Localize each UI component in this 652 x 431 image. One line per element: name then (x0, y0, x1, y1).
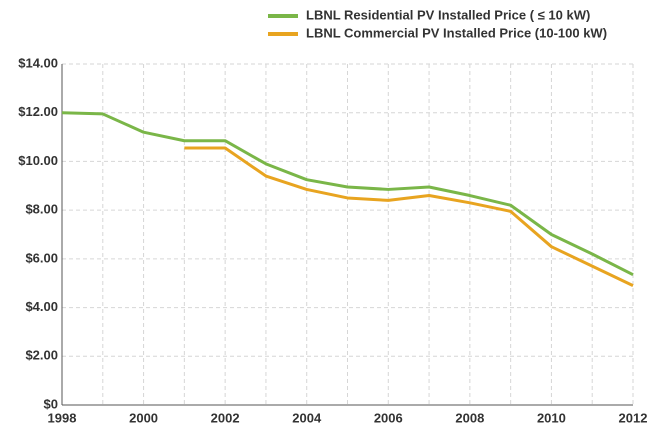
x-tick-label: 2010 (537, 410, 566, 425)
x-tick-label: 2006 (374, 410, 403, 425)
x-tick-label: 2012 (619, 410, 648, 425)
y-tick-label: $10.00 (18, 153, 58, 168)
x-tick-label: 2002 (211, 410, 240, 425)
y-tick-label: $14.00 (18, 55, 58, 70)
y-tick-label: $0 (44, 396, 58, 411)
legend-label: LBNL Residential PV Installed Price ( ≤ … (306, 7, 590, 22)
y-tick-label: $2.00 (25, 348, 58, 363)
x-tick-label: 1998 (48, 410, 77, 425)
x-tick-label: 2000 (129, 410, 158, 425)
x-tick-label: 2008 (455, 410, 484, 425)
y-tick-label: $8.00 (25, 202, 58, 217)
y-tick-label: $4.00 (25, 299, 58, 314)
y-tick-label: $6.00 (25, 250, 58, 265)
y-tick-label: $12.00 (18, 104, 58, 119)
legend-label: LBNL Commercial PV Installed Price (10-1… (306, 25, 607, 40)
series-line (61, 111, 634, 277)
series-line (184, 146, 634, 288)
x-tick-label: 2004 (292, 410, 322, 425)
